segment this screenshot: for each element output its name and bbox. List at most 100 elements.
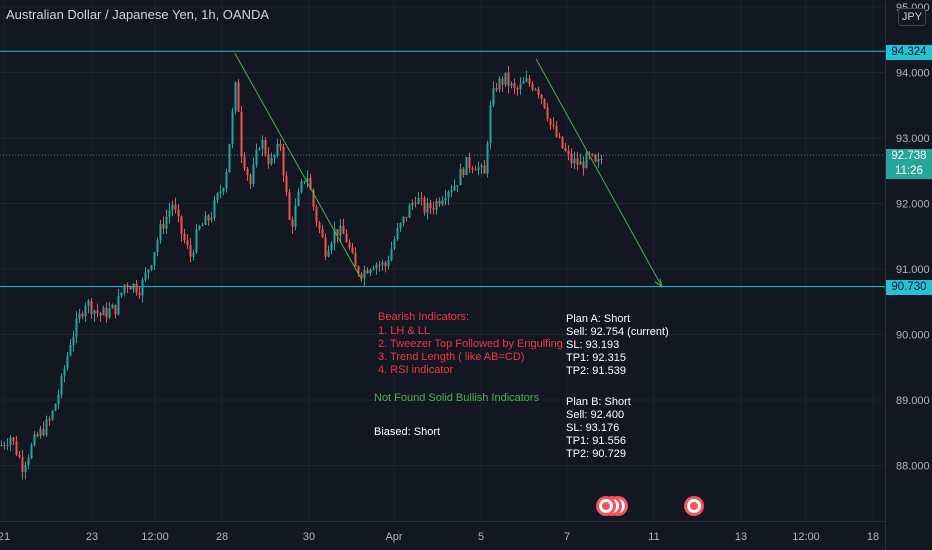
candle-body <box>93 310 96 315</box>
candle-body <box>96 310 99 313</box>
candle-body <box>180 216 183 234</box>
candle-body <box>387 260 390 267</box>
candle-body <box>225 171 228 189</box>
candle-body <box>543 98 546 108</box>
candle-body <box>207 215 210 221</box>
economic-event-icon[interactable] <box>684 496 704 516</box>
candle-body <box>327 250 330 257</box>
plan-b-line: TP2: 90.729 <box>566 448 626 460</box>
time-axis[interactable]: 21 23 12:00 28 30 Apr 5 7 11 13 12:00 18 <box>0 521 886 544</box>
candle-body <box>30 444 33 458</box>
candle-body <box>318 222 321 229</box>
candle-body <box>429 202 432 209</box>
x-tick-label: Apr <box>385 531 402 543</box>
candle-body <box>213 200 216 218</box>
candle-body <box>399 223 402 229</box>
candle-body <box>525 78 528 82</box>
candle-body <box>84 305 87 317</box>
x-tick-label: 18 <box>867 531 879 543</box>
economic-event-icon[interactable] <box>596 496 616 516</box>
candle-body <box>579 161 582 165</box>
event-markers[interactable] <box>596 496 704 516</box>
y-tick-label: 91.000 <box>896 264 930 276</box>
candle-body <box>279 143 282 147</box>
candle-body <box>249 175 252 184</box>
candle-body <box>324 237 327 257</box>
candle-body <box>585 153 588 169</box>
candle-body <box>489 105 492 144</box>
candle-body <box>408 205 411 218</box>
candle-body <box>405 216 408 218</box>
candle-body <box>555 125 558 137</box>
candle-body <box>306 178 309 181</box>
bearish-item: 2. Tweezer Top Followed by Engulfing <box>378 338 563 350</box>
candle-body <box>438 200 441 205</box>
candle-body <box>516 87 519 90</box>
y-tick-label: 89.000 <box>896 395 930 407</box>
bias-label: Biased: Short <box>374 426 440 438</box>
candle-body <box>222 188 225 192</box>
candle-body <box>168 210 171 217</box>
candle-body <box>393 239 396 249</box>
bearish-item: 3. Trend Length ( like AB=CD) <box>378 351 524 363</box>
candle-body <box>372 268 375 270</box>
candle-body <box>300 181 303 192</box>
candle-body <box>366 269 369 274</box>
candle-body <box>432 208 435 210</box>
candle-body <box>507 72 510 86</box>
x-tick-label: 21 <box>0 531 10 543</box>
current-price-label: 92.738 <box>886 149 932 164</box>
candle-body <box>558 136 561 138</box>
candle-body <box>594 154 597 162</box>
candle-body <box>342 225 345 234</box>
candle-body <box>444 197 447 201</box>
candle-body <box>495 88 498 90</box>
candle-body <box>297 191 300 206</box>
candle-body <box>321 228 324 238</box>
candle-body <box>264 140 267 155</box>
candle-body <box>231 111 234 145</box>
candle-body <box>426 202 429 213</box>
bearish-item: 1. LH & LL <box>378 325 430 337</box>
candle-body <box>540 94 543 99</box>
currency-badge[interactable]: JPY <box>898 8 926 26</box>
plan-b-line: TP1: 91.556 <box>566 435 626 447</box>
candle-body <box>0 445 3 447</box>
candle-body <box>189 244 192 257</box>
resistance-price-label: 94.324 <box>886 45 932 60</box>
candle-body <box>435 200 438 210</box>
candle-body <box>462 168 465 176</box>
candle-body <box>339 225 342 236</box>
plan-a-line: Sell: 92.754 (current) <box>566 326 669 338</box>
candle-body <box>480 165 483 168</box>
candle-body <box>315 206 318 223</box>
candle-body <box>285 175 288 193</box>
candle-body <box>12 437 15 442</box>
candle-body <box>336 229 339 236</box>
candle-body <box>492 88 495 106</box>
candle-body <box>174 204 177 210</box>
grid <box>0 0 885 521</box>
bar-countdown-label: 11:26 <box>886 164 932 179</box>
candle-body <box>165 216 168 229</box>
price-axis[interactable]: 95.00094.00093.00092.00091.00090.00089.0… <box>885 0 930 550</box>
candle-body <box>402 216 405 224</box>
trendline <box>234 53 363 281</box>
bearish-title: Bearish Indicators: <box>378 311 469 323</box>
plan-b-line: Plan B: Short <box>566 396 631 408</box>
plan-b-line: SL: 93.176 <box>566 422 619 434</box>
x-tick-label: 5 <box>478 531 484 543</box>
candle-body <box>201 224 204 227</box>
candle-body <box>441 200 444 205</box>
candle-body <box>267 154 270 164</box>
candle-body <box>3 445 6 447</box>
candle-body <box>153 252 156 266</box>
candle-body <box>354 252 357 267</box>
candle-body <box>363 269 366 279</box>
candle-body <box>588 153 591 155</box>
candle-body <box>243 156 246 169</box>
candle-body <box>288 192 291 220</box>
bearish-annotation: Bearish Indicators: 1. LH & LL 2. Tweeze… <box>378 311 563 376</box>
candle-body <box>147 269 150 273</box>
